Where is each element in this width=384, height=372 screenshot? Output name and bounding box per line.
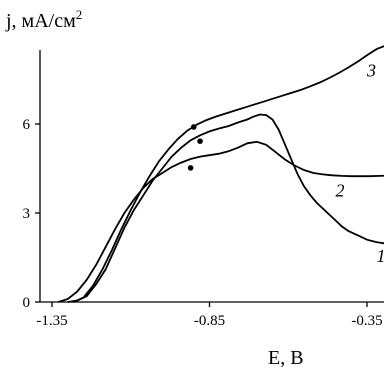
y-axis-title: j, мА/см2 — [5, 7, 82, 32]
plot-area — [39, 50, 384, 303]
marker-series-1 — [197, 138, 203, 145]
y-tick-label: 3 — [23, 206, 31, 222]
x-tick-label: -0.35 — [351, 313, 382, 329]
series-label-2: 2 — [336, 181, 345, 201]
marker-series-2 — [187, 165, 194, 171]
y-tick-label: 0 — [23, 295, 31, 311]
series-labels: 1 2 3 — [336, 61, 384, 266]
ticks — [35, 123, 368, 307]
y-tick-label: 6 — [23, 117, 31, 133]
series-line-2 — [58, 140, 384, 303]
x-tick-label: -1.35 — [36, 313, 67, 329]
series-line-3 — [73, 45, 384, 303]
y-axis-title-superscript: 2 — [76, 7, 83, 22]
x-axis-title: E, B — [268, 347, 304, 369]
y-axis-title-main: j, мА/см — [5, 10, 76, 32]
tick-labels: -1.35 -0.85 -0.35 0 3 6 — [23, 117, 383, 329]
series-line-1 — [67, 113, 384, 303]
x-tick-label: -0.85 — [194, 313, 225, 329]
series-label-3: 3 — [366, 61, 376, 81]
markers — [187, 124, 203, 171]
curves — [58, 45, 384, 303]
series-label-1: 1 — [376, 246, 384, 266]
marker-series-3 — [190, 124, 197, 130]
